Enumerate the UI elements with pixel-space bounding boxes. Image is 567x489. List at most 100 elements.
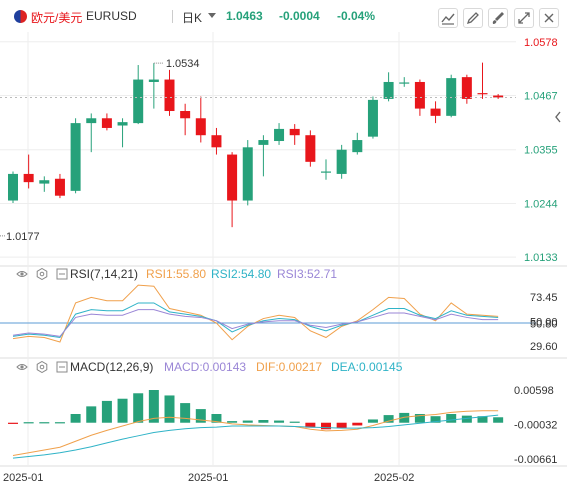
candle-body[interactable] [493, 95, 504, 98]
macd-y-tick-label: -0.00032 [514, 419, 557, 431]
gear-icon[interactable] [36, 361, 48, 373]
candle-body[interactable] [8, 173, 18, 201]
brush-icon [492, 12, 504, 24]
macd-y-tick-label: 0.00598 [514, 385, 554, 397]
macd-histogram-bar [274, 420, 285, 423]
macd-histogram-bar [39, 422, 50, 424]
eye-icon[interactable] [16, 361, 28, 373]
gear-icon[interactable] [36, 268, 48, 280]
high-annotation: 1.0534 [166, 58, 200, 70]
close-button[interactable] [539, 8, 559, 28]
rsi1-line [12, 284, 499, 343]
separator [172, 10, 173, 23]
candle-body[interactable] [101, 118, 112, 128]
macd-histogram-bar [148, 390, 159, 423]
macd-histogram-bar [336, 422, 347, 429]
macd-histogram-bar [367, 419, 378, 423]
macd-histogram-bar [477, 416, 488, 423]
candle-body[interactable] [242, 147, 253, 201]
rsi2-value: RSI2:54.80 [211, 267, 272, 281]
rsi-title: RSI(7,14,21) [70, 267, 139, 281]
draw-button[interactable] [463, 8, 483, 28]
macd-histogram-bar [133, 393, 144, 423]
rsi-y-tick-label: 29.60 [530, 341, 558, 353]
chevron-left-icon [555, 111, 561, 123]
chevron-down-icon[interactable] [208, 13, 216, 18]
rsi-y-tick-label: 50.00 [530, 316, 558, 328]
candle-body[interactable] [211, 135, 222, 148]
y-tick-label: 1.0467 [524, 91, 558, 103]
macd-title: MACD(12,26,9) [70, 360, 154, 374]
macd-histogram-bar [446, 414, 457, 423]
settings-icon[interactable] [56, 361, 68, 373]
low-annotation: 1.0177 [6, 231, 40, 243]
candle-body[interactable] [164, 79, 175, 112]
macd-histogram-bar [117, 398, 128, 423]
x-tick-label: 2025-02 [374, 472, 414, 484]
candle-body[interactable] [86, 118, 97, 124]
dea-value: DEA:0.00145 [331, 360, 403, 374]
candle-body[interactable] [383, 81, 394, 99]
rsi2-line [12, 302, 499, 339]
interval-select[interactable]: 日K [182, 11, 203, 25]
pair-label[interactable]: 欧元/美元 [31, 11, 83, 25]
candle-body[interactable] [258, 140, 269, 145]
macd-histogram-bar [70, 414, 81, 423]
dif-line [12, 410, 499, 456]
candle-body[interactable] [305, 135, 316, 162]
y-tick-label: 1.0355 [524, 145, 558, 157]
x-tick-label: 2025-01 [188, 472, 228, 484]
candle-body[interactable] [39, 180, 50, 184]
flag-icon [14, 10, 27, 23]
expand-icon [518, 12, 530, 24]
rsi-y-tick-label: 73.45 [530, 292, 558, 304]
candle-body[interactable] [148, 79, 159, 82]
macd-histogram-bar [493, 417, 504, 423]
candle-body[interactable] [117, 122, 128, 126]
candle-body[interactable] [461, 77, 472, 99]
macd-histogram-bar [289, 421, 300, 423]
macd-histogram-bar [383, 415, 394, 423]
rsi-y-tick-label: 50.80 [530, 319, 558, 331]
macd-histogram-bar [8, 422, 18, 424]
indicator-button[interactable] [438, 8, 458, 28]
price-change-pct: -0.04% [337, 9, 376, 23]
macd-histogram-bar [211, 414, 222, 423]
eye-icon[interactable] [16, 268, 28, 280]
candle-body[interactable] [274, 128, 285, 142]
indicator-icon [441, 13, 455, 25]
candle-body[interactable] [477, 93, 488, 95]
candle-body[interactable] [289, 128, 300, 136]
macd-histogram-bar [227, 421, 238, 423]
macd-histogram-bar [305, 422, 316, 428]
candle-body[interactable] [23, 173, 34, 183]
candle-body[interactable] [367, 99, 378, 137]
settings-icon[interactable] [56, 268, 68, 280]
rsi3-line [12, 309, 499, 337]
macd-histogram-bar [321, 422, 331, 430]
fullscreen-button[interactable] [514, 8, 534, 28]
candle-body[interactable] [399, 82, 410, 84]
candle-body[interactable] [352, 140, 363, 153]
macd-header: MACD(12,26,9) MACD:0.00143 DIF:0.00217 D… [0, 360, 567, 376]
candle-body[interactable] [180, 111, 191, 119]
collapse-arrow[interactable] [553, 110, 563, 124]
rsi1-value: RSI1:55.80 [146, 267, 207, 281]
candle-body[interactable] [336, 149, 347, 174]
candle-body[interactable] [414, 81, 425, 109]
macd-histogram-bar [399, 412, 410, 423]
candle-body[interactable] [227, 154, 238, 201]
symbol-label[interactable]: EURUSD [86, 9, 137, 23]
candle-body[interactable] [54, 178, 65, 196]
candle-body[interactable] [195, 118, 206, 136]
brush-button[interactable] [488, 8, 508, 28]
macd-histogram-bar [352, 422, 363, 426]
candle-body[interactable] [70, 123, 81, 191]
candle-body[interactable] [430, 108, 441, 116]
x-tick-label: 2025-01 [3, 472, 43, 484]
candle-body[interactable] [321, 171, 331, 173]
candle-body[interactable] [133, 79, 144, 124]
macd-histogram-bar [461, 415, 472, 423]
macd-histogram-bar [242, 420, 253, 423]
